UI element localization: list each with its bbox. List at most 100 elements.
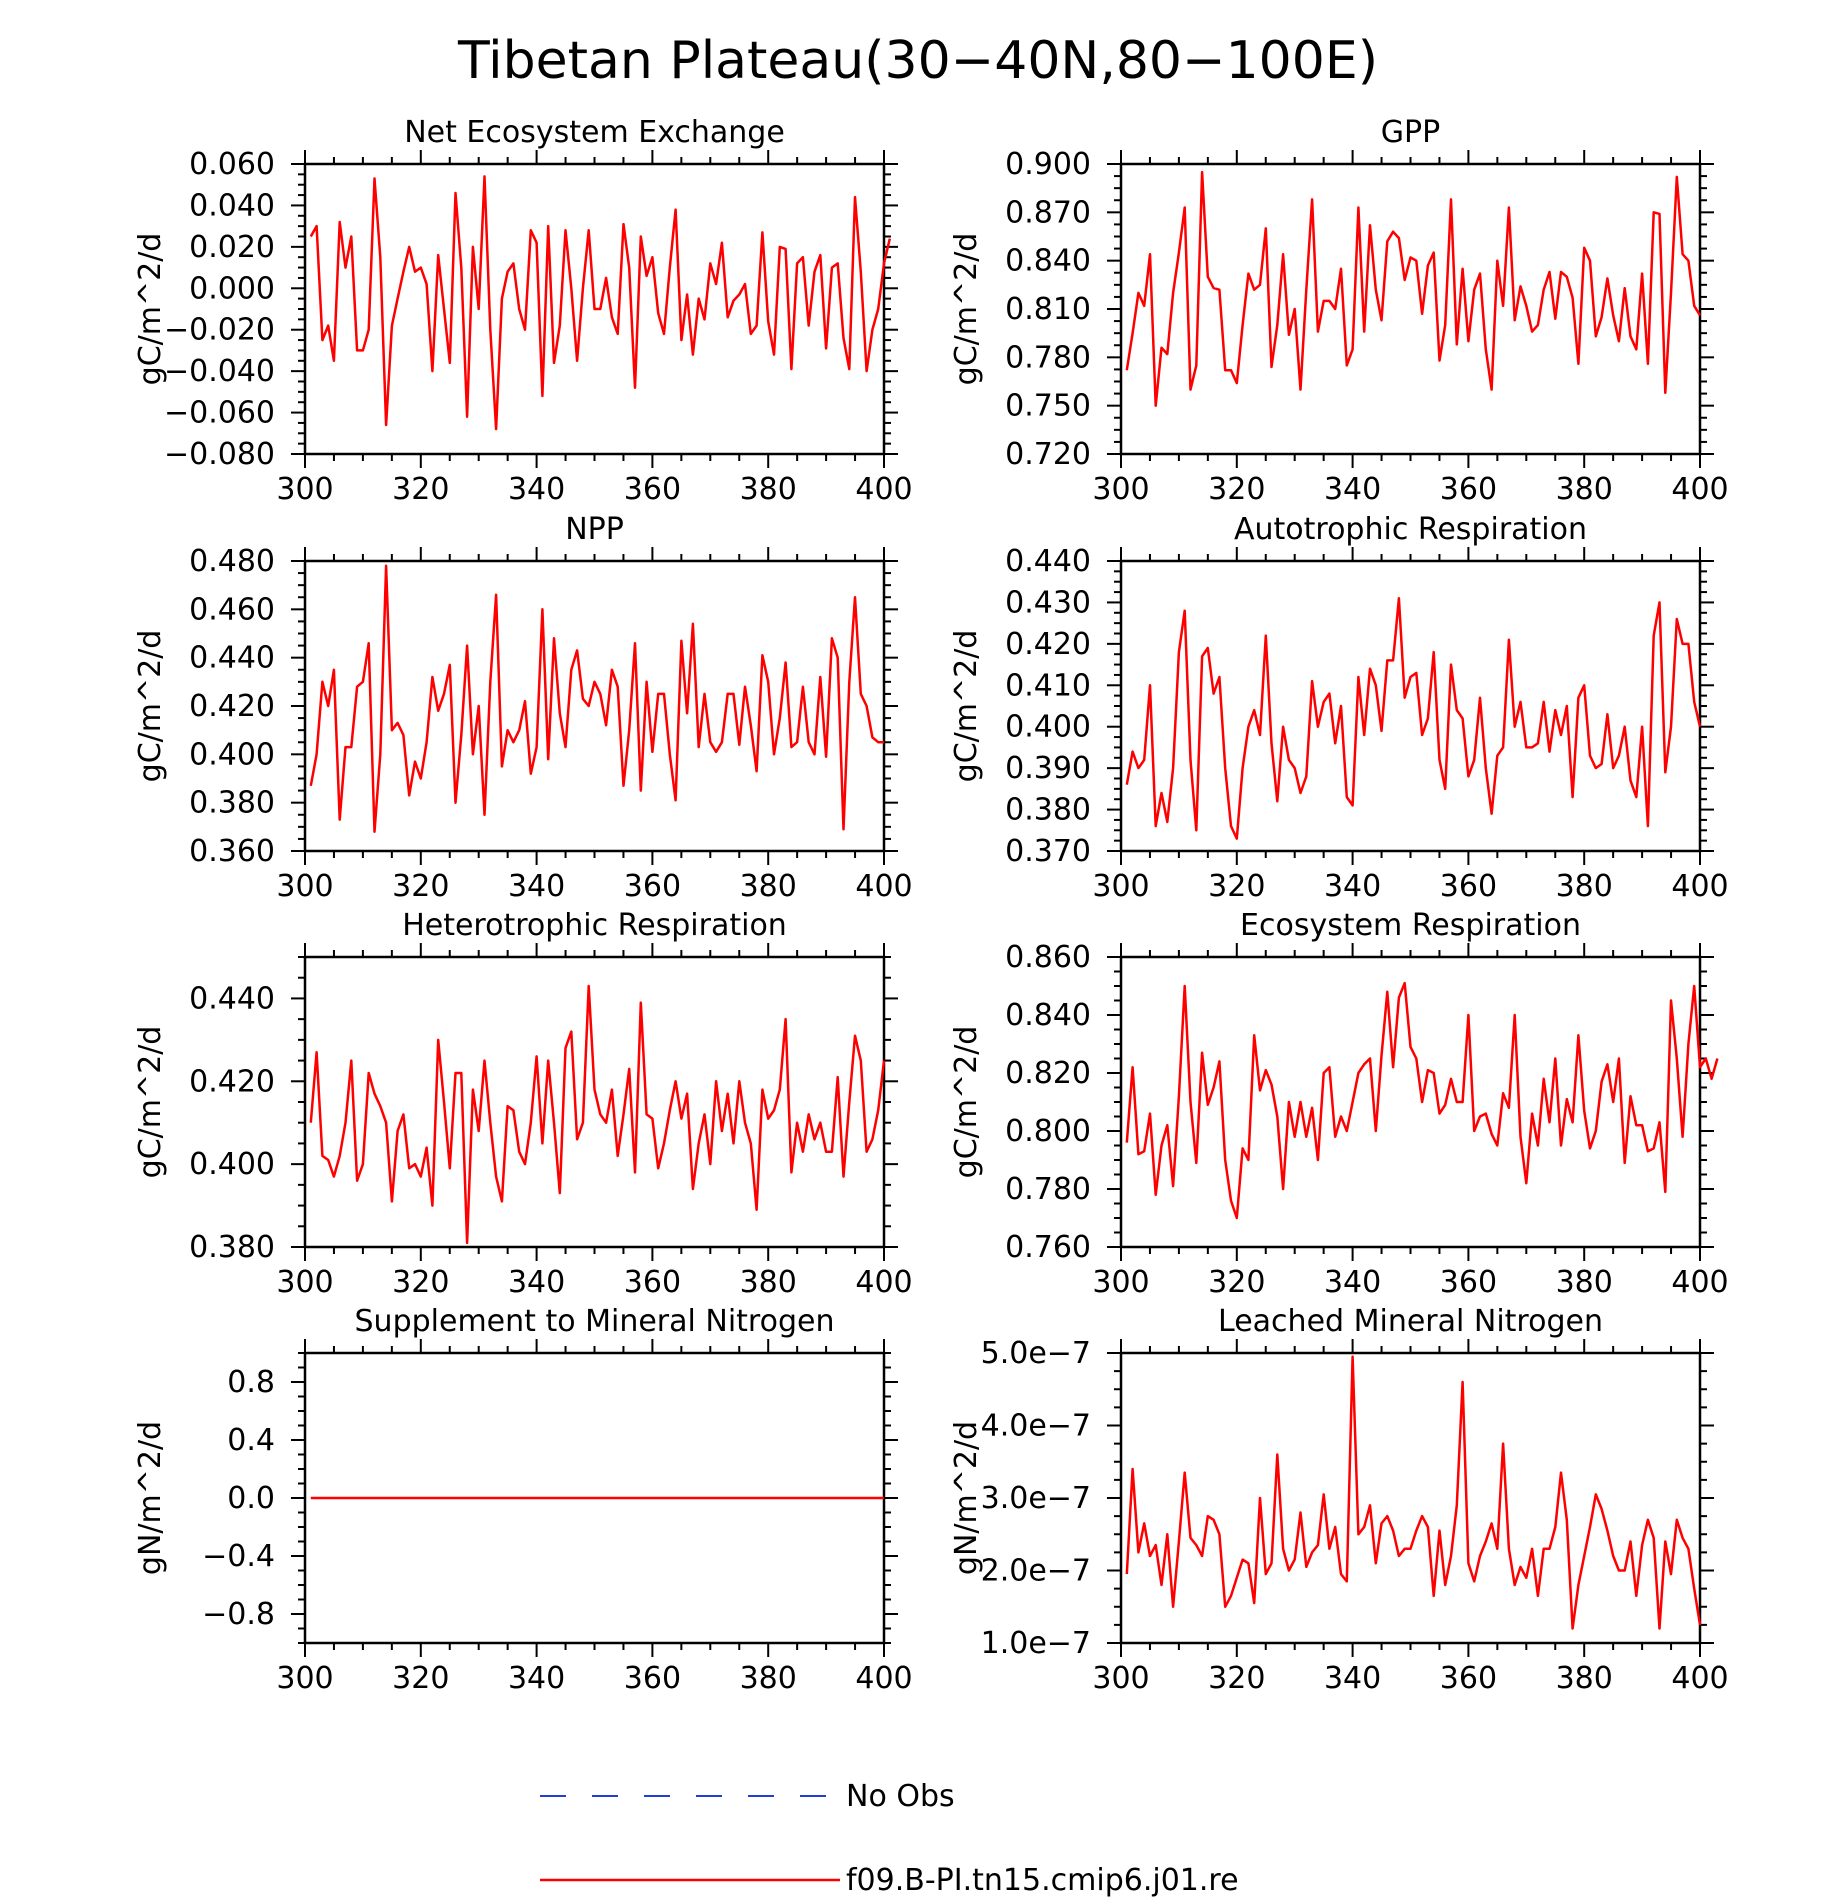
x-tick-label: 300 bbox=[1092, 1661, 1149, 1696]
y-tick-label: 0.440 bbox=[189, 641, 275, 676]
legend: No Obs f09.B-PI.tn15.cmip6.j01.re bbox=[540, 1779, 1239, 1898]
y-tick-label: 0.000 bbox=[189, 271, 275, 306]
x-tick-label: 360 bbox=[624, 472, 681, 507]
series-line bbox=[309, 564, 884, 833]
y-tick-label: 0.420 bbox=[189, 689, 275, 724]
x-tick-label: 380 bbox=[740, 1661, 797, 1696]
plot-frame bbox=[1119, 1351, 1702, 1645]
legend-model-label: f09.B-PI.tn15.cmip6.j01.re bbox=[846, 1863, 1239, 1898]
y-tick-label: 0.400 bbox=[189, 1147, 275, 1182]
x-tick-label: 340 bbox=[1324, 472, 1381, 507]
x-tick-label: 400 bbox=[855, 1661, 912, 1696]
panel-1: Net Ecosystem Exchange gC/m^2/d 300 320 340 3… bbox=[133, 115, 913, 507]
y-tick-label: 0.900 bbox=[1005, 147, 1091, 182]
x-tick-label: 380 bbox=[1556, 869, 1613, 904]
x-tick-label: 400 bbox=[1671, 472, 1728, 507]
panel-8: Leached Mineral Nitrogen gN/m^2/d 300 320 34… bbox=[949, 1304, 1729, 1696]
x-tick-label: 380 bbox=[740, 869, 797, 904]
y-axis-label: gC/m^2/d bbox=[133, 1026, 168, 1179]
y-tick-label: 3.0e−7 bbox=[981, 1481, 1091, 1516]
x-tick-label: 340 bbox=[508, 472, 565, 507]
legend-obs-label: No Obs bbox=[846, 1779, 955, 1814]
x-tick-label: 340 bbox=[1324, 1661, 1381, 1696]
x-tick-label: 380 bbox=[1556, 1661, 1613, 1696]
x-tick-label: 300 bbox=[276, 869, 333, 904]
y-tick-label: 0.760 bbox=[1005, 1230, 1091, 1265]
panel-5: Heterotrophic Respiration gC/m^2/d 300 320 3… bbox=[133, 908, 913, 1300]
y-tick-label: 0.8 bbox=[227, 1365, 275, 1400]
series-line bbox=[309, 175, 892, 431]
series-line bbox=[1125, 170, 1702, 407]
panel-title: GPP bbox=[1381, 115, 1440, 150]
x-tick-label: 400 bbox=[1671, 1265, 1728, 1300]
y-tick-label: 0.480 bbox=[189, 544, 275, 579]
y-tick-label: −0.040 bbox=[164, 354, 275, 389]
y-tick-label: 2.0e−7 bbox=[981, 1554, 1091, 1589]
x-tick-label: 320 bbox=[392, 1661, 449, 1696]
panel-2: GPP gC/m^2/d 300 320 340 360 380 400 0.720 0.750 0… bbox=[949, 115, 1729, 507]
x-tick-label: 400 bbox=[1671, 1661, 1728, 1696]
y-tick-label: 0.420 bbox=[1005, 627, 1091, 662]
y-tick-label: 0.020 bbox=[189, 230, 275, 265]
panel-title: Ecosystem Respiration bbox=[1240, 908, 1581, 943]
y-tick-label: −0.020 bbox=[164, 313, 275, 348]
y-tick-label: 0.400 bbox=[1005, 710, 1091, 745]
x-tick-label: 340 bbox=[1324, 1265, 1381, 1300]
x-tick-label: 300 bbox=[1092, 869, 1149, 904]
y-tick-label: 0.780 bbox=[1005, 1172, 1091, 1207]
x-tick-label: 380 bbox=[1556, 472, 1613, 507]
x-tick-label: 400 bbox=[855, 1265, 912, 1300]
panel-title: Net Ecosystem Exchange bbox=[404, 115, 785, 150]
panel-title: Supplement to Mineral Nitrogen bbox=[355, 1304, 835, 1339]
panel-title: NPP bbox=[565, 512, 624, 547]
y-tick-label: 0.460 bbox=[189, 592, 275, 627]
y-tick-label: 0.860 bbox=[1005, 940, 1091, 975]
panel-6: Ecosystem Respiration gC/m^2/d 300 320 340 36… bbox=[949, 908, 1729, 1300]
x-tick-label: 400 bbox=[1671, 869, 1728, 904]
y-tick-label: −0.8 bbox=[202, 1597, 275, 1632]
y-tick-label: 5.0e−7 bbox=[981, 1336, 1091, 1371]
x-tick-label: 320 bbox=[392, 1265, 449, 1300]
y-tick-label: 0.870 bbox=[1005, 195, 1091, 230]
panel-4: Autotrophic Respiration gC/m^2/d 300 320 340… bbox=[949, 512, 1729, 904]
x-tick-label: 320 bbox=[1208, 869, 1265, 904]
y-tick-label: 0.840 bbox=[1005, 244, 1091, 279]
x-tick-label: 340 bbox=[1324, 869, 1381, 904]
y-tick-label: 0.820 bbox=[1005, 1056, 1091, 1091]
panel-7: Supplement to Mineral Nitrogen gN/m^2/d 30… bbox=[133, 1304, 913, 1696]
x-tick-label: 320 bbox=[392, 869, 449, 904]
y-axis-label: gC/m^2/d bbox=[133, 233, 168, 386]
y-tick-label: 0.750 bbox=[1005, 389, 1091, 424]
panel-3: NPP gC/m^2/d 300 320 340 360 380 400 0.360 0.380 0… bbox=[133, 512, 913, 904]
x-tick-label: 300 bbox=[276, 472, 333, 507]
y-tick-label: −0.060 bbox=[164, 396, 275, 431]
x-tick-label: 400 bbox=[855, 472, 912, 507]
y-tick-label: 0.060 bbox=[189, 147, 275, 182]
x-tick-label: 320 bbox=[392, 472, 449, 507]
y-tick-label: 0.720 bbox=[1005, 437, 1091, 472]
y-tick-label: 0.380 bbox=[189, 786, 275, 821]
x-tick-label: 340 bbox=[508, 869, 565, 904]
y-tick-label: 0.370 bbox=[1005, 834, 1091, 869]
panel-title: Heterotrophic Respiration bbox=[402, 908, 787, 943]
x-tick-label: 360 bbox=[1440, 1661, 1497, 1696]
y-tick-label: 0.840 bbox=[1005, 998, 1091, 1033]
x-tick-label: 320 bbox=[1208, 1661, 1265, 1696]
x-tick-label: 300 bbox=[1092, 1265, 1149, 1300]
series-line bbox=[1125, 1355, 1702, 1630]
x-tick-label: 360 bbox=[1440, 1265, 1497, 1300]
y-axis-label: gN/m^2/d bbox=[949, 1421, 984, 1575]
y-axis-label: gC/m^2/d bbox=[949, 630, 984, 783]
y-tick-label: 0.380 bbox=[189, 1230, 275, 1265]
plot-frame bbox=[1119, 559, 1702, 853]
x-tick-label: 360 bbox=[624, 869, 681, 904]
y-tick-label: 0.810 bbox=[1005, 292, 1091, 327]
series-line bbox=[1125, 981, 1719, 1220]
y-tick-label: 0.800 bbox=[1005, 1114, 1091, 1149]
x-tick-label: 380 bbox=[740, 472, 797, 507]
y-tick-label: 0.4 bbox=[227, 1423, 275, 1458]
y-tick-label: −0.080 bbox=[164, 437, 275, 472]
y-axis-label: gN/m^2/d bbox=[133, 1421, 168, 1575]
y-axis-label: gC/m^2/d bbox=[949, 233, 984, 386]
